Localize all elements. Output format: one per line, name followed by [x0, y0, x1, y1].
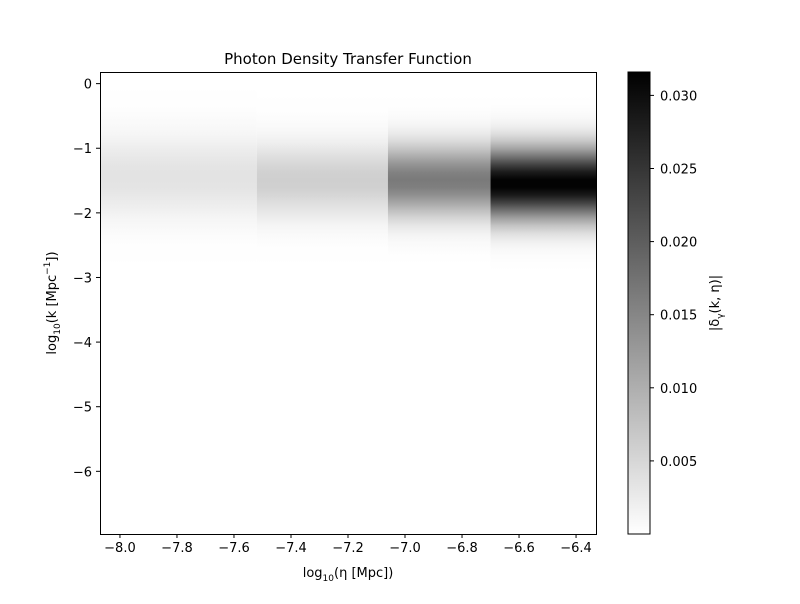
y-tick-label: −3: [73, 271, 92, 286]
heatmap-column: [256, 72, 388, 534]
x-tick-label: −8.0: [104, 541, 136, 556]
colorbar-axis: 0.005 0.010 0.015 0.020 0.025 0.030: [650, 89, 697, 470]
y-tick-label: −6: [73, 465, 92, 480]
colorbar-tick-label: 0.020: [660, 236, 697, 251]
y-tick-label: −1: [73, 142, 92, 157]
colorbar-tick-label: 0.030: [660, 89, 697, 104]
y-tick-label: −2: [73, 207, 92, 222]
colorbar-tick-label: 0.015: [660, 309, 697, 324]
x-axis: −8.0 −7.8 −7.6 −7.4 −7.2 −7.0 −6.8 −6.6 −6.4: [104, 534, 592, 556]
chart-title: Photon Density Transfer Function: [224, 50, 472, 68]
y-tick-label: −4: [73, 336, 92, 351]
heatmap-column: [387, 72, 491, 534]
x-tick-label: −7.4: [275, 541, 307, 556]
x-tick-label: −7.2: [332, 541, 364, 556]
x-tick-label: −7.6: [218, 541, 250, 556]
x-tick-label: −6.6: [503, 541, 535, 556]
x-tick-label: −7.0: [389, 541, 421, 556]
x-tick-label: −7.8: [161, 541, 193, 556]
colorbar-label: |δγ(k, η)|: [708, 275, 726, 331]
heatmap-column: [490, 72, 596, 534]
y-axis-label: log10(k [Mpc−1]): [43, 251, 63, 354]
heatmap: [100, 72, 596, 534]
heatmap-column: [100, 72, 257, 534]
x-axis-label: log10(η [Mpc]): [303, 566, 394, 584]
y-tick-label: 0: [84, 78, 92, 93]
colorbar-tick-label: 0.025: [660, 162, 697, 177]
colorbar-tick-label: 0.010: [660, 382, 697, 397]
x-tick-label: −6.8: [446, 541, 478, 556]
y-tick-label: −5: [73, 401, 92, 416]
x-tick-label: −6.4: [560, 541, 592, 556]
y-axis: 0 −1 −2 −3 −4 −5 −6: [73, 78, 100, 480]
colorbar-tick-label: 0.005: [660, 455, 697, 470]
colorbar: [627, 71, 651, 535]
